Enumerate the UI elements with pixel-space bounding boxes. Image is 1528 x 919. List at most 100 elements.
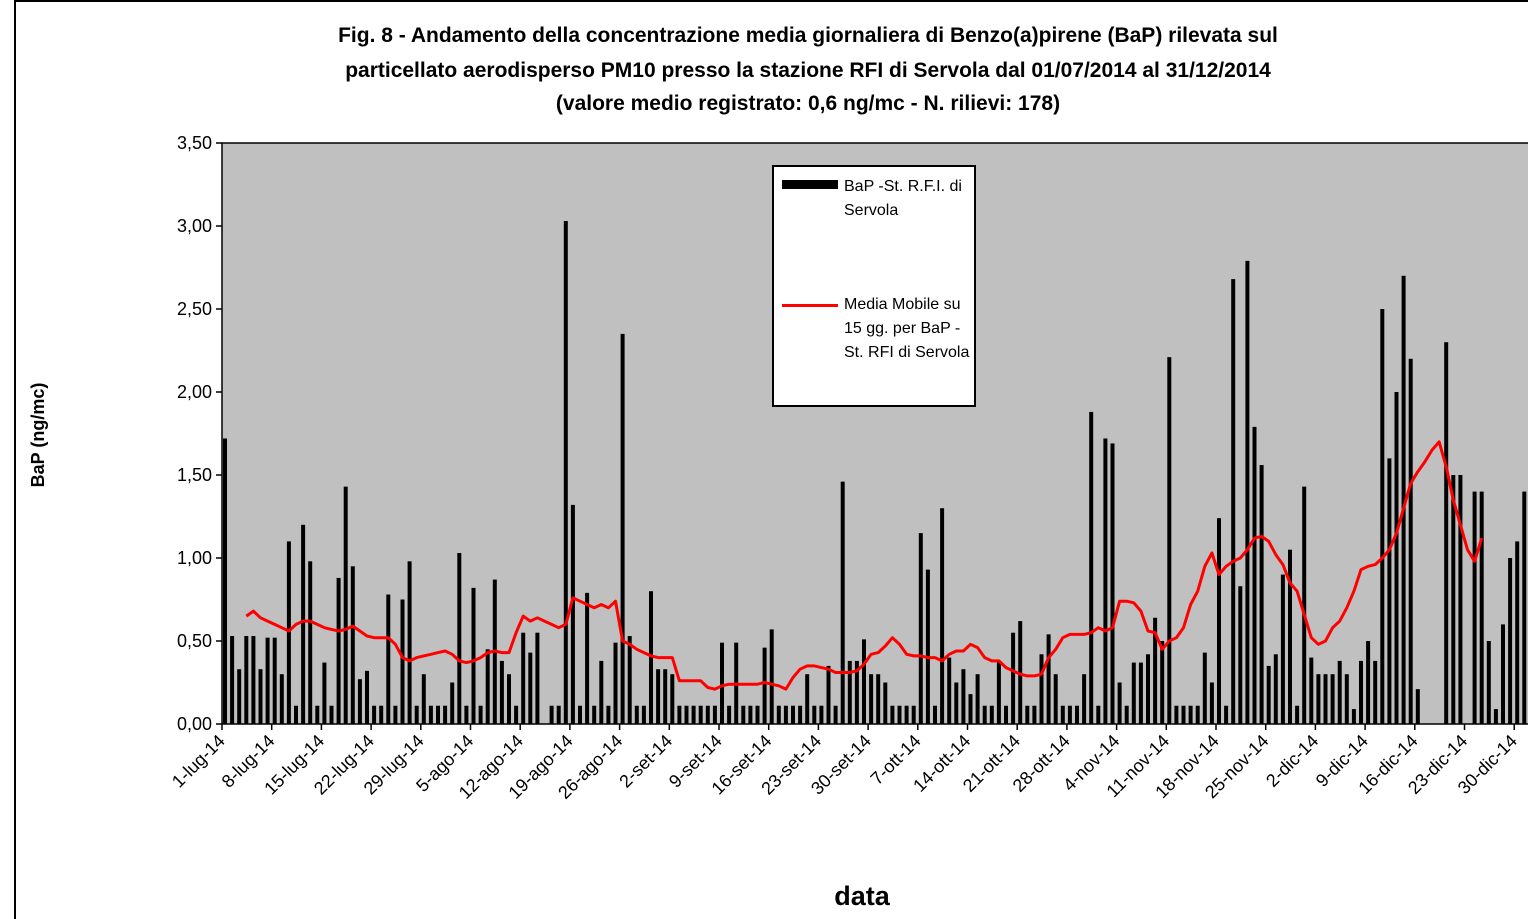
bar [1060, 705, 1065, 724]
x-tick-label: 1-lug-14 [168, 731, 229, 792]
bar [911, 705, 916, 724]
bar [613, 642, 618, 724]
y-tick-label: 1,50 [177, 465, 212, 485]
bar [684, 705, 689, 724]
bar [1011, 632, 1016, 724]
bar [847, 660, 852, 724]
bar [904, 705, 909, 724]
y-tick-label: 0,00 [177, 714, 212, 734]
bar [379, 705, 384, 724]
y-tick-label: 2,50 [177, 299, 212, 319]
bar [954, 682, 959, 724]
bar [1174, 705, 1179, 724]
bar [812, 705, 817, 724]
bar [1146, 654, 1150, 724]
bar [265, 637, 270, 724]
bar [776, 705, 781, 724]
bar [1394, 392, 1399, 724]
bar [499, 660, 504, 724]
bar [570, 504, 575, 724]
bar [691, 705, 696, 724]
bar [783, 705, 788, 724]
bar [1401, 275, 1406, 724]
bar [464, 705, 469, 724]
bar [1508, 558, 1513, 724]
bar [585, 592, 590, 724]
bar [1259, 465, 1264, 724]
bar [1522, 491, 1527, 724]
y-tick-label: 3,00 [177, 216, 212, 236]
bar [1380, 309, 1385, 724]
bar [641, 705, 646, 724]
bar [357, 679, 362, 724]
bar [677, 705, 682, 724]
bar [1025, 705, 1030, 724]
y-tick-label: 3,50 [177, 133, 212, 153]
bar [1089, 411, 1094, 724]
bar [294, 705, 298, 724]
x-axis-label: data [834, 881, 891, 911]
bar [279, 674, 284, 724]
bar [1124, 705, 1129, 724]
bar [535, 632, 540, 724]
legend-label: BaP -St. R.F.I. di Servola [844, 178, 962, 219]
bar [1493, 709, 1498, 724]
bar [1202, 652, 1207, 724]
bar [272, 637, 277, 724]
bar [386, 594, 391, 724]
bar [443, 705, 448, 724]
bar [961, 669, 966, 724]
bar [421, 674, 426, 724]
bar [968, 694, 973, 724]
y-axis-label: BaP (ng/mc) [28, 383, 48, 488]
bar [854, 660, 859, 724]
bar [528, 652, 533, 724]
bar [237, 669, 242, 724]
bar [798, 705, 803, 724]
bar [407, 561, 412, 724]
bar [1217, 518, 1221, 724]
bar [592, 705, 597, 724]
bar [1103, 438, 1108, 724]
bar [762, 647, 767, 724]
bar [329, 705, 334, 724]
legend: BaP -St. R.F.I. di Servola Media Mobile … [772, 165, 976, 407]
bar [315, 705, 320, 724]
bar [1444, 342, 1449, 724]
legend-swatch [782, 304, 838, 307]
bar [1231, 279, 1236, 724]
x-tick-label: 2-dic-14 [1262, 731, 1322, 791]
legend-label: Media Mobile su 15 gg. per BaP -St. RFI … [844, 296, 970, 361]
bar [947, 657, 952, 724]
bar [670, 674, 675, 724]
bar [507, 674, 511, 724]
y-tick-label: 0,50 [177, 631, 212, 651]
bar [1075, 705, 1079, 724]
bar [400, 599, 405, 724]
bar [1337, 660, 1342, 724]
y-tick-label: 2,00 [177, 382, 212, 402]
bar [862, 639, 866, 724]
bar [1309, 657, 1314, 724]
bar [478, 705, 483, 724]
bar [720, 642, 724, 724]
bar [471, 587, 476, 724]
frame [14, 0, 1528, 919]
bar [1415, 689, 1420, 724]
bar [1004, 705, 1008, 724]
bar [549, 705, 554, 724]
x-tick-label: 2-set-14 [615, 731, 676, 792]
bar [876, 674, 881, 724]
bar [450, 682, 455, 724]
bar [663, 669, 668, 724]
bar [336, 577, 341, 724]
bar [627, 636, 632, 724]
bar [301, 524, 306, 724]
bar [1032, 705, 1037, 724]
bar [1266, 665, 1271, 724]
bar [1501, 624, 1505, 724]
bar [1195, 705, 1200, 724]
chart-title: (valore medio registrato: 0,6 ng/mc - N.… [556, 92, 1060, 115]
bar [521, 632, 526, 724]
